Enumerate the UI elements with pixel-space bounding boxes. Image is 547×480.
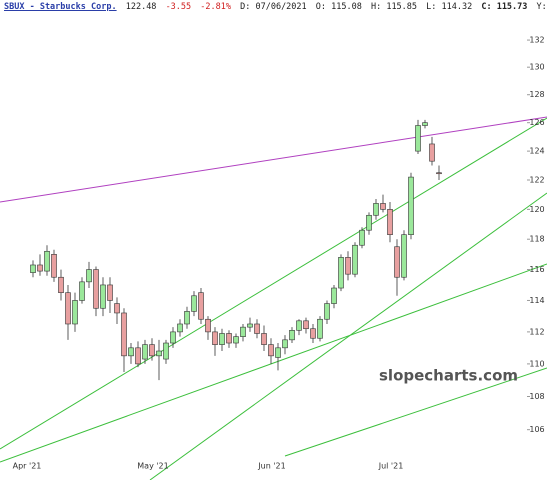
- candle-body: [429, 143, 435, 162]
- y-tick-label: 114: [529, 296, 544, 305]
- trend-line: [0, 117, 547, 450]
- last-price: 122.48: [125, 2, 157, 12]
- candle-body: [310, 328, 316, 339]
- y-tick-label: 132: [529, 36, 544, 45]
- y-tick-label: 116: [529, 265, 544, 274]
- candle-body: [331, 287, 337, 304]
- candle-body: [436, 172, 442, 175]
- x-tick-label: Jun '21: [257, 462, 285, 471]
- ticker-title[interactable]: SBUX - Starbucks Corp.: [4, 2, 117, 12]
- close: C: 115.73: [481, 2, 528, 12]
- candle-body: [107, 284, 113, 301]
- y-tick-label: 130: [529, 63, 544, 72]
- y-tick-label: 108: [529, 392, 544, 401]
- candle-body: [205, 318, 211, 333]
- candle-body: [373, 203, 379, 216]
- candle-body: [37, 264, 43, 272]
- candle-body: [401, 234, 407, 278]
- candle-body: [282, 339, 288, 349]
- candle-body: [359, 229, 365, 246]
- candle-body: [240, 326, 246, 337]
- candle-body: [128, 347, 134, 357]
- trend-line: [149, 192, 547, 480]
- candle-body: [226, 333, 232, 344]
- candle-body: [177, 323, 183, 333]
- candle-body: [149, 344, 155, 357]
- candle-body: [121, 312, 127, 357]
- candle-body: [380, 203, 386, 210]
- watermark: slopecharts.com: [379, 367, 518, 385]
- trend-line: [284, 367, 547, 457]
- y-tick-label: 120: [529, 205, 544, 214]
- candle-body: [233, 336, 239, 344]
- candle-body: [184, 311, 190, 325]
- candle-body: [247, 323, 253, 328]
- trend-line: [0, 263, 547, 463]
- candle-body: [163, 342, 169, 360]
- y-tick-label: 106: [529, 425, 544, 434]
- candle-body: [135, 347, 141, 365]
- candle-body: [191, 295, 197, 312]
- trend-line: [0, 116, 547, 203]
- candle-body: [142, 344, 148, 360]
- candle-body: [58, 276, 64, 293]
- candle-body: [79, 281, 85, 301]
- candle-body: [72, 300, 78, 325]
- low: L: 114.32: [426, 2, 473, 12]
- candle-body: [114, 303, 120, 314]
- candle-body: [51, 254, 57, 278]
- candle-body: [324, 303, 330, 320]
- candle-body: [212, 331, 218, 345]
- candle-body: [275, 347, 281, 358]
- x-tick-label: Apr '21: [13, 462, 42, 471]
- candle-body: [303, 320, 309, 330]
- header: SBUX - Starbucks Corp. 122.48 -3.55 -2.8…: [4, 2, 547, 12]
- high: H: 115.85: [370, 2, 418, 12]
- change-pct: -2.81%: [200, 2, 231, 12]
- candle-body: [254, 323, 260, 334]
- candle-body: [394, 246, 400, 278]
- y-tick-label: 128: [529, 90, 544, 99]
- candle-body: [289, 330, 295, 341]
- candle-body: [170, 331, 176, 344]
- candle-body: [415, 125, 421, 152]
- y-tick-label: 118: [529, 235, 544, 244]
- candle-body: [44, 250, 50, 272]
- x-tick-label: Jul '21: [378, 462, 404, 471]
- candle-body: [93, 269, 99, 309]
- candle-body: [219, 333, 225, 345]
- candle-body: [156, 350, 162, 357]
- y-tick-label: 124: [529, 147, 544, 156]
- candle-body: [387, 209, 393, 235]
- y-tick-label: 126: [529, 118, 544, 127]
- candle-body: [352, 244, 358, 275]
- candle-body: [198, 292, 204, 320]
- open: O: 115.08: [315, 2, 362, 12]
- candle-body: [100, 284, 106, 309]
- candle-body: [345, 257, 351, 275]
- candle-body: [338, 257, 344, 289]
- candle-body: [366, 214, 372, 231]
- candle-body: [86, 269, 92, 283]
- y-tick-label: 112: [529, 327, 544, 336]
- candle-body: [317, 318, 323, 339]
- candle-body: [268, 344, 274, 357]
- candle-body: [261, 333, 267, 345]
- candle-body: [422, 122, 428, 126]
- candle-body: [408, 176, 414, 235]
- candle-body: [296, 320, 302, 331]
- change: -3.55: [165, 2, 192, 12]
- date: D: 07/06/2021: [240, 2, 307, 12]
- candle-body: [30, 264, 36, 273]
- x-tick-label: May '21: [137, 462, 168, 471]
- y-tick-label: 122: [529, 175, 544, 184]
- year-ago: Y: 130.08: [536, 2, 547, 12]
- candle-body: [65, 292, 71, 325]
- y-tick-label: 110: [529, 359, 544, 368]
